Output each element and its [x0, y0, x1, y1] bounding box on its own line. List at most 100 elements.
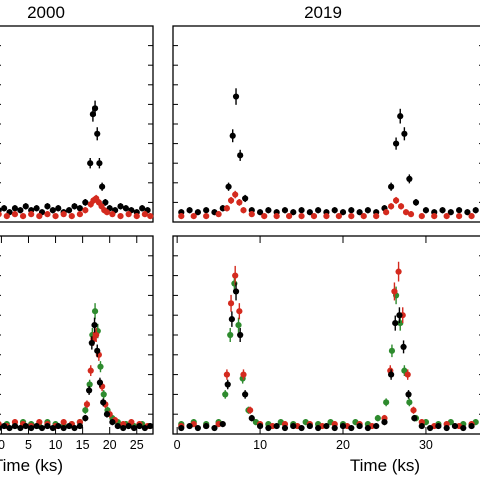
data-point [133, 213, 140, 220]
data-point [339, 209, 347, 216]
x-tick-label: 30 [419, 438, 433, 452]
data-point [426, 424, 434, 432]
data-point [388, 347, 396, 354]
data-point [248, 211, 255, 218]
data-point [194, 209, 201, 216]
series-1 [0, 328, 151, 430]
data-point [49, 207, 56, 214]
data-point [203, 207, 210, 214]
data-point [71, 203, 78, 210]
data-point [388, 183, 395, 190]
data-point [88, 339, 95, 347]
data-point [447, 209, 454, 216]
data-point [83, 401, 91, 408]
data-point [91, 105, 99, 112]
x-tick-label: 20 [336, 438, 350, 452]
data-point [136, 422, 143, 430]
series-2 [178, 282, 475, 432]
data-point [55, 205, 62, 212]
series-0 [0, 303, 153, 430]
panel-title-2000: 2000 [27, 3, 65, 22]
plot-frame [0, 235, 154, 435]
data-point [411, 415, 418, 422]
data-point [265, 424, 272, 432]
data-point [235, 322, 242, 329]
data-point [410, 407, 417, 414]
data-point [1, 422, 8, 430]
data-point [290, 422, 297, 430]
data-point [227, 197, 235, 204]
x-tick-label: 25 [130, 438, 144, 452]
data-point [114, 422, 121, 430]
data-point [472, 207, 479, 214]
data-point [103, 411, 111, 418]
data-point [335, 213, 342, 220]
data-point [242, 195, 249, 202]
series-1 [0, 194, 154, 220]
x-tick-label: 0 [174, 438, 181, 452]
data-point [103, 209, 111, 216]
data-point [228, 316, 235, 323]
x-tick-label: 5 [25, 438, 32, 452]
data-point [392, 320, 399, 327]
data-point [232, 288, 240, 295]
data-point [373, 422, 380, 430]
data-point [91, 308, 99, 315]
data-point [331, 424, 338, 432]
data-point [76, 422, 84, 430]
data-point [422, 207, 430, 214]
data-point [178, 213, 185, 220]
data-point [94, 130, 101, 137]
data-point [122, 205, 130, 212]
data-point [397, 203, 405, 210]
data-point [86, 387, 93, 394]
plot-frame [0, 25, 154, 223]
data-point [310, 213, 318, 220]
data-point [281, 207, 289, 214]
data-point [400, 343, 407, 350]
data-point [219, 421, 226, 428]
panel-bottom-left: 0 5 10 15 20 25 [0, 235, 154, 452]
data-point [33, 422, 40, 430]
data-point [102, 199, 109, 206]
data-point [130, 424, 138, 432]
data-point [186, 207, 193, 214]
data-point [418, 213, 425, 220]
data-point [100, 399, 107, 406]
x-tick-label: 15 [76, 438, 90, 452]
data-point [401, 130, 408, 137]
data-point [468, 213, 475, 220]
data-point [87, 367, 94, 374]
data-point [256, 422, 264, 430]
data-point [373, 213, 380, 220]
data-point [65, 207, 73, 214]
x-axis-label-right: Time (ks) [350, 456, 420, 475]
data-point [17, 424, 24, 432]
data-point [28, 211, 35, 218]
data-point [211, 424, 218, 432]
data-point [356, 422, 363, 430]
series-0 [0, 100, 151, 216]
data-point [298, 424, 305, 432]
data-point [323, 213, 330, 220]
data-point [443, 424, 450, 432]
data-point [247, 407, 254, 414]
data-point [76, 211, 84, 218]
data-point [22, 203, 29, 210]
data-point [82, 199, 89, 206]
plot-frame [172, 25, 480, 223]
data-point [360, 213, 367, 220]
data-point [203, 213, 210, 220]
panel-title-2019: 2019 [304, 3, 342, 22]
data-point [82, 407, 89, 414]
data-point [388, 371, 395, 378]
data-point [222, 391, 229, 398]
data-point [392, 197, 400, 204]
data-point [383, 399, 390, 406]
data-point [395, 268, 402, 275]
data-point [460, 424, 467, 432]
data-point [242, 391, 249, 398]
data-point [232, 191, 239, 198]
data-point [55, 422, 62, 430]
